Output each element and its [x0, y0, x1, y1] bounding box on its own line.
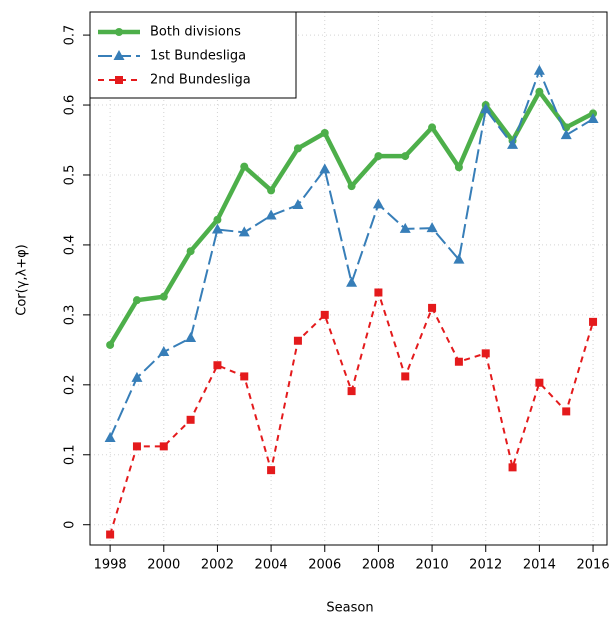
point — [319, 163, 331, 174]
y-tick-label: 0.2 — [63, 374, 78, 395]
point — [132, 442, 141, 451]
x-tick-label: 2014 — [523, 558, 556, 573]
point — [293, 144, 302, 153]
x-tick-label: 2002 — [201, 558, 234, 573]
x-tick-label: 2010 — [416, 558, 449, 573]
point — [267, 466, 276, 475]
point — [372, 198, 384, 209]
y-tick-label: 0.7 — [63, 25, 78, 46]
point — [106, 530, 115, 539]
point — [158, 345, 170, 356]
point — [131, 371, 143, 382]
point — [428, 303, 437, 312]
point — [428, 123, 437, 132]
legend-marker — [113, 50, 125, 60]
point — [454, 163, 463, 172]
point — [238, 226, 250, 237]
point — [535, 378, 544, 387]
legend-marker — [115, 28, 123, 36]
point — [159, 292, 168, 301]
point — [535, 87, 544, 96]
point — [587, 113, 599, 124]
point — [399, 222, 411, 233]
x-tick-label: 2006 — [308, 558, 341, 573]
point — [589, 317, 598, 326]
y-axis-label: Cor(γ,λ+φ) — [15, 244, 30, 316]
point — [347, 387, 356, 396]
point — [265, 209, 277, 220]
x-tick-label: 2004 — [255, 558, 288, 573]
point — [533, 64, 545, 75]
y-tick-label: 0 — [63, 521, 78, 529]
x-tick-label: 2000 — [147, 558, 180, 573]
point — [211, 223, 223, 234]
legend-label: 2nd Bundesliga — [150, 73, 251, 88]
y-tick-label: 0.5 — [63, 165, 78, 186]
x-tick-label: 2008 — [362, 558, 395, 573]
point — [292, 199, 304, 210]
point — [320, 310, 329, 319]
point — [267, 186, 276, 195]
point — [320, 129, 329, 138]
point — [104, 431, 116, 442]
point — [240, 372, 249, 381]
x-axis-label: Season — [326, 601, 373, 616]
point — [347, 182, 356, 191]
point — [454, 357, 463, 366]
point — [401, 372, 410, 381]
point — [560, 129, 572, 140]
x-tick-label: 1998 — [94, 558, 127, 573]
y-tick-label: 0.3 — [63, 305, 78, 326]
series-line — [109, 288, 595, 535]
point — [186, 247, 195, 256]
point — [132, 296, 141, 305]
x-tick-label: 2012 — [469, 558, 502, 573]
point — [480, 103, 492, 114]
point — [240, 162, 249, 171]
point — [562, 407, 571, 416]
legend-label: 1st Bundesliga — [150, 49, 246, 64]
point — [374, 152, 383, 161]
point — [213, 215, 222, 224]
point — [374, 288, 383, 297]
point — [401, 152, 410, 161]
point — [481, 349, 490, 358]
point — [185, 331, 197, 342]
point — [507, 138, 519, 149]
point — [453, 253, 465, 264]
y-tick-label: 0.6 — [63, 95, 78, 116]
point — [159, 442, 168, 451]
point — [186, 415, 195, 424]
point — [508, 463, 517, 472]
point — [213, 361, 222, 370]
series-line — [108, 87, 595, 347]
point — [346, 276, 358, 287]
point — [426, 222, 438, 233]
y-tick-label: 0.4 — [63, 235, 78, 256]
point — [293, 336, 302, 345]
x-tick-label: 2016 — [577, 558, 610, 573]
y-tick-label: 0.1 — [63, 444, 78, 465]
plot-frame — [89, 11, 608, 546]
legend-label: Both divisions — [150, 25, 241, 40]
legend-marker — [115, 76, 123, 84]
point — [106, 340, 115, 349]
